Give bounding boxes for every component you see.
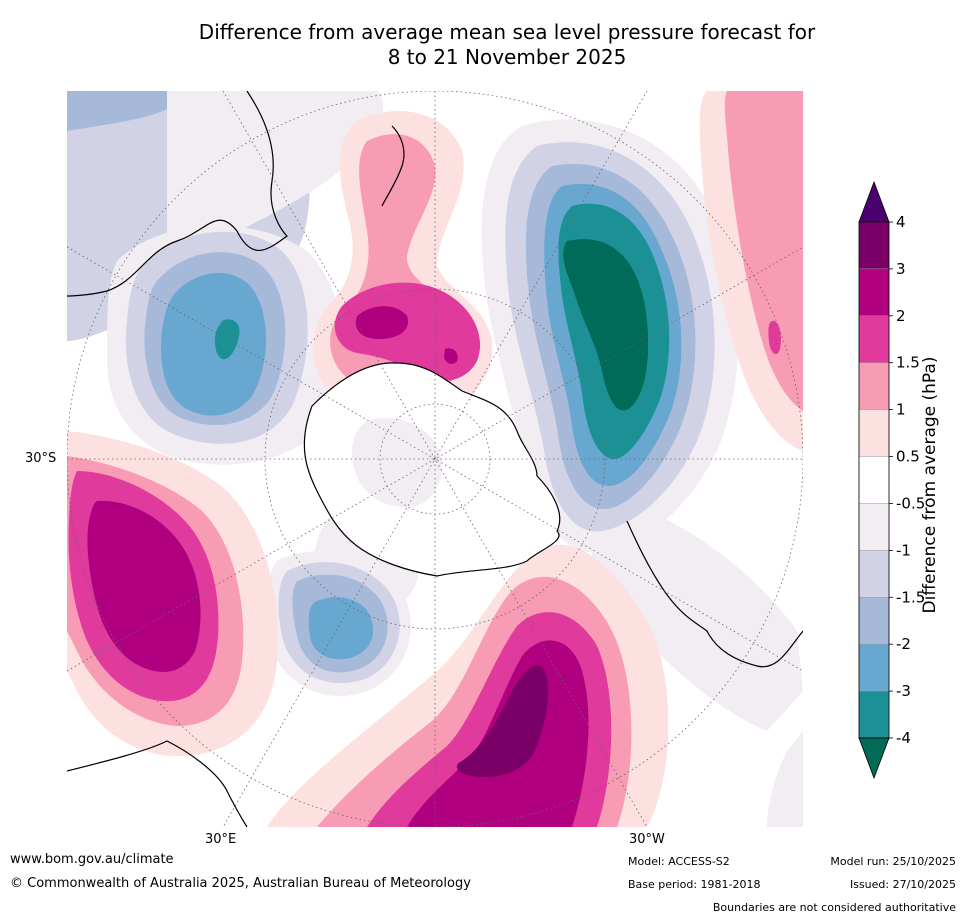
antarctica-outline bbox=[303, 362, 561, 577]
colorbar: 4 3 2 1.5 1 0.5 -0.5 -1 -1.5 -2 -3 -4 bbox=[852, 180, 962, 790]
colorbar-tick-label: 3 bbox=[896, 260, 906, 278]
colorbar-tick-label: 1 bbox=[896, 401, 906, 419]
coastline-new-zealand bbox=[381, 125, 405, 207]
colorbar-tick-label: -4 bbox=[896, 729, 911, 747]
footer-disclaimer: Boundaries are not considered authoritat… bbox=[712, 901, 956, 914]
colorbar-band bbox=[858, 221, 890, 270]
longitude-label-30e: 30°E bbox=[205, 832, 237, 847]
graticule-meridian-30 bbox=[222, 91, 648, 827]
colorbar-graphic: 4 3 2 1.5 1 0.5 -0.5 -1 -1.5 -2 -3 -4 bbox=[858, 180, 925, 780]
positive-anomaly-south bbox=[267, 544, 669, 827]
coastline-south-africa bbox=[67, 740, 248, 827]
negative-anomaly-tasman bbox=[125, 231, 308, 444]
colorbar-band bbox=[858, 409, 890, 457]
footer-url: www.bom.gov.au/climate bbox=[10, 852, 174, 867]
colorbar-band bbox=[858, 362, 890, 410]
positive-anomaly-new-zealand bbox=[313, 111, 493, 424]
negative-anomaly-south-pacific bbox=[481, 119, 739, 553]
colorbar-band bbox=[858, 690, 890, 739]
footer-model-run: Model run: 25/10/2025 bbox=[830, 855, 956, 868]
positive-anomaly-east bbox=[699, 91, 803, 451]
colorbar-outline bbox=[858, 221, 890, 739]
colorbar-band bbox=[858, 503, 890, 551]
footer-copyright: © Commonwealth of Australia 2025, Austra… bbox=[10, 876, 471, 891]
positive-anomaly-west-indian bbox=[67, 431, 278, 757]
colorbar-tick-label: 4 bbox=[896, 213, 906, 231]
colorbar-tick-label: -0.5 bbox=[896, 494, 925, 512]
colorbar-tick-label: 2 bbox=[896, 307, 906, 325]
footer-model: Model: ACCESS-S2 bbox=[628, 855, 730, 868]
coastlines bbox=[67, 91, 803, 827]
colorbar-band bbox=[858, 456, 890, 504]
colorbar-band bbox=[858, 315, 890, 363]
colorbar-tick-label: -1 bbox=[896, 541, 911, 559]
title-line-2: 8 to 21 November 2025 bbox=[387, 45, 627, 69]
longitude-label-30w: 30°W bbox=[629, 832, 665, 847]
graticule-circle-2 bbox=[264, 288, 606, 630]
colorbar-band bbox=[858, 597, 890, 645]
colorbar-under-arrow bbox=[858, 737, 890, 780]
title-line-1: Difference from average mean sea level p… bbox=[198, 20, 816, 44]
negative-anomaly-southern-indian bbox=[265, 551, 411, 697]
graticule-meridian-60 bbox=[67, 246, 803, 672]
coastline-australia bbox=[67, 91, 288, 297]
colorbar-label: Difference from average (hPa) bbox=[920, 356, 940, 614]
colorbar-tick-label: -1.5 bbox=[896, 588, 925, 606]
graticule-meridian-120 bbox=[67, 246, 803, 672]
coastline-south-america bbox=[626, 520, 803, 668]
graticule bbox=[67, 91, 803, 827]
colorbar-tick-label: 0.5 bbox=[896, 448, 920, 466]
colorbar-tick-label: 1.5 bbox=[896, 354, 920, 372]
latitude-label-30s: 30°S bbox=[25, 451, 57, 466]
colorbar-over-arrow bbox=[858, 180, 890, 223]
colorbar-band bbox=[858, 268, 890, 317]
chart-title: Difference from average mean sea level p… bbox=[0, 20, 965, 70]
colorbar-tick-label: -3 bbox=[896, 682, 911, 700]
colorbar-band bbox=[858, 643, 890, 692]
footer-base-period: Base period: 1981-2018 bbox=[628, 878, 761, 891]
pressure-anomaly-map bbox=[67, 91, 803, 827]
footer-issued: Issued: 27/10/2025 bbox=[849, 878, 956, 891]
graticule-meridian-150 bbox=[222, 91, 648, 827]
colorbar-tick-label: -2 bbox=[896, 635, 911, 653]
colorbar-band bbox=[858, 550, 890, 598]
